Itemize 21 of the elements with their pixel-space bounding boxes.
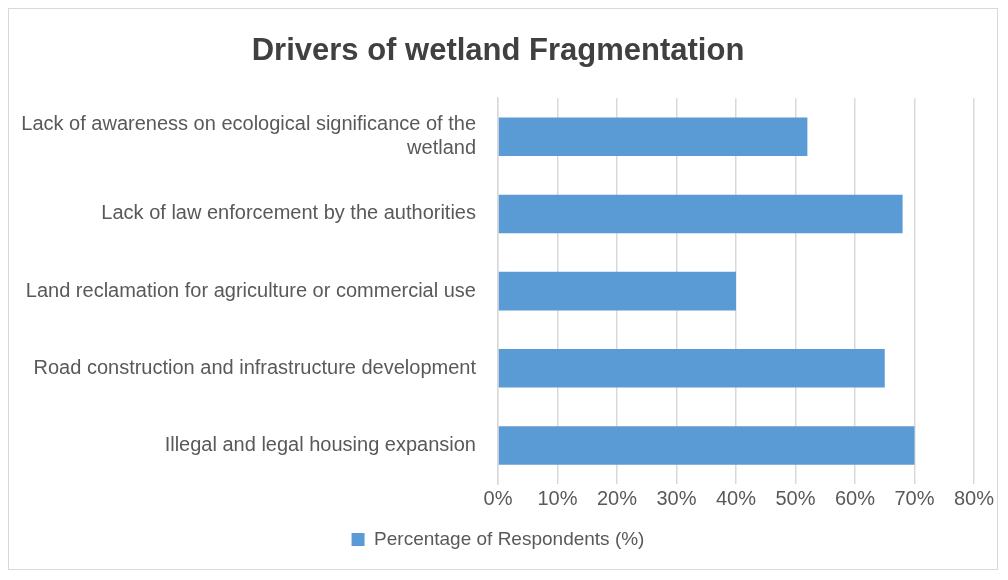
chart-title: Drivers of wetland Fragmentation	[251, 32, 745, 68]
bar	[498, 194, 903, 234]
y-tick-label: Illegal and legal housing expansion	[164, 432, 476, 455]
y-tick-label: Land reclamation for agriculture or commercial use	[25, 278, 476, 301]
x-tick-label: 0%	[483, 486, 513, 509]
x-tick-label: 60%	[834, 486, 876, 509]
x-tick-label: 50%	[775, 486, 816, 509]
x-tick-label: 70%	[894, 486, 935, 509]
x-tick-label: 80%	[953, 486, 995, 509]
y-tick-label: Lack of awareness on ecological significance of the wetland	[21, 112, 476, 159]
bar	[498, 117, 808, 157]
y-tick-label: Road construction and infrastructure development	[33, 355, 477, 378]
legend-label: Percentage of Respondents (%)	[374, 527, 645, 549]
y-tick-label: Lack of law enforcement by the authorities	[101, 201, 476, 224]
bar	[498, 271, 736, 311]
x-tick-label: 40%	[715, 486, 757, 509]
bar	[498, 426, 915, 465]
x-tick-label: 30%	[656, 486, 697, 509]
x-tick-label: 20%	[596, 486, 638, 509]
x-tick-label: 10%	[537, 486, 578, 509]
bar	[498, 348, 885, 388]
